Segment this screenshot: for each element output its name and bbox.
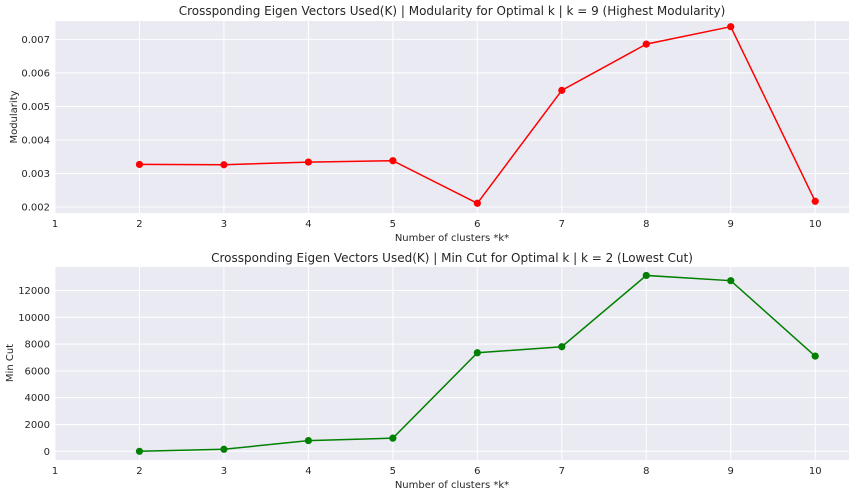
modularity-plot-area xyxy=(55,21,849,213)
min-cut-x-tick-label: 1 xyxy=(52,466,58,477)
min-cut-data-point xyxy=(304,436,313,445)
modularity-markers xyxy=(135,23,819,207)
min-cut-y-axis-label: Min Cut xyxy=(5,344,16,382)
modularity-data-point xyxy=(389,157,397,165)
min-cut-y-tick-label: 0 xyxy=(44,447,50,458)
modularity-x-tick-label: 9 xyxy=(728,219,734,230)
min-cut-x-tick-label: 4 xyxy=(305,466,311,477)
modularity-y-tick-label: 0.006 xyxy=(21,68,50,79)
modularity-y-axis-label: Modularity xyxy=(9,90,20,143)
modularity-x-tick-label: 7 xyxy=(559,219,565,230)
min-cut-data-point xyxy=(389,434,397,442)
modularity-data-point xyxy=(558,86,566,94)
min-cut-y-tick-label: 8000 xyxy=(25,340,50,351)
modularity-data-point xyxy=(135,160,144,169)
modularity-data-point xyxy=(727,23,735,31)
modularity-x-tick-label: 8 xyxy=(643,219,649,230)
modularity-y-tick-label: 0.002 xyxy=(21,202,50,213)
min-cut-data-point xyxy=(558,343,566,351)
modularity-x-tick-label: 2 xyxy=(136,219,142,230)
modularity-y-tick-label: 0.003 xyxy=(21,169,50,180)
min-cut-data-point xyxy=(811,352,819,360)
modularity-x-axis-label: Number of clusters *k* xyxy=(395,233,509,244)
modularity-chart: Crossponding Eigen Vectors Used(K) | Mod… xyxy=(9,4,849,244)
min-cut-data-point xyxy=(220,445,228,453)
min-cut-x-tick-label: 6 xyxy=(474,466,480,477)
modularity-x-tick-label: 4 xyxy=(305,219,311,230)
min-cut-y-tick-label: 2000 xyxy=(25,420,50,431)
min-cut-x-axis-label: Number of clusters *k* xyxy=(395,480,509,491)
modularity-data-point xyxy=(642,40,650,48)
min-cut-chart-title: Crossponding Eigen Vectors Used(K) | Min… xyxy=(211,251,693,265)
min-cut-x-tick-label: 7 xyxy=(559,466,565,477)
modularity-x-tick-label: 1 xyxy=(52,219,58,230)
modularity-data-point xyxy=(304,158,313,166)
modularity-data-point xyxy=(473,199,481,207)
modularity-y-tick-label: 0.005 xyxy=(21,102,50,113)
min-cut-x-tick-label: 9 xyxy=(728,466,734,477)
min-cut-x-tick-label: 10 xyxy=(809,466,822,477)
min-cut-plot-area xyxy=(55,267,849,460)
min-cut-chart: Crossponding Eigen Vectors Used(K) | Min… xyxy=(5,251,849,491)
modularity-y-ticks: 0.002 0.003 0.004 0.005 0.006 0.007 xyxy=(21,35,50,214)
modularity-data-point xyxy=(811,197,819,205)
modularity-gridlines xyxy=(54,21,849,213)
min-cut-data-point xyxy=(727,277,735,285)
min-cut-y-ticks: 0 2000 4000 6000 8000 10000 12000 xyxy=(18,286,50,458)
min-cut-gridlines xyxy=(54,267,849,460)
min-cut-y-tick-label: 6000 xyxy=(25,366,50,377)
min-cut-data-point xyxy=(473,349,481,357)
modularity-y-tick-label: 0.007 xyxy=(21,35,50,46)
modularity-x-tick-label: 3 xyxy=(221,219,227,230)
min-cut-y-tick-label: 10000 xyxy=(18,313,50,324)
modularity-y-tick-label: 0.004 xyxy=(21,135,50,146)
min-cut-y-tick-label: 12000 xyxy=(18,286,50,297)
modularity-x-tick-label: 6 xyxy=(474,219,480,230)
modularity-chart-title: Crossponding Eigen Vectors Used(K) | Mod… xyxy=(179,4,726,18)
min-cut-x-tick-label: 3 xyxy=(221,466,227,477)
min-cut-x-tick-label: 5 xyxy=(390,466,396,477)
min-cut-markers xyxy=(135,271,819,455)
modularity-data-point xyxy=(220,161,228,169)
min-cut-x-tick-label: 8 xyxy=(643,466,649,477)
min-cut-data-point xyxy=(642,271,650,280)
modularity-x-tick-label: 5 xyxy=(390,219,396,230)
min-cut-data-point xyxy=(135,447,144,455)
modularity-x-ticks: 1 2 3 4 5 6 7 8 9 10 xyxy=(52,219,822,230)
modularity-x-tick-label: 10 xyxy=(809,219,822,230)
min-cut-y-tick-label: 4000 xyxy=(25,393,50,404)
min-cut-x-ticks: 1 2 3 4 5 6 7 8 9 10 xyxy=(52,466,822,477)
min-cut-x-tick-label: 2 xyxy=(136,466,142,477)
